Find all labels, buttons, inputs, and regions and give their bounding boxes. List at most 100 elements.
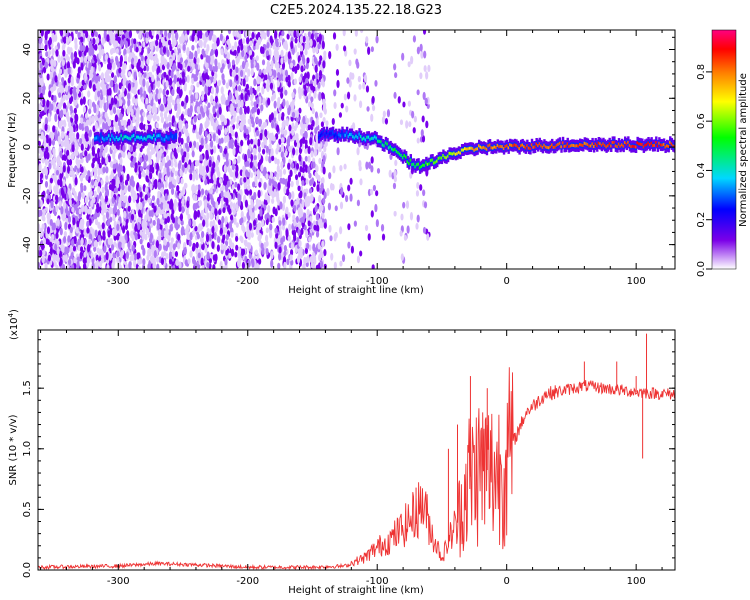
noise-cell	[233, 217, 237, 225]
noise-cell	[64, 221, 68, 231]
noise-cell	[53, 95, 57, 103]
noise-cell	[211, 55, 215, 64]
noise-cell	[166, 215, 171, 224]
noise-cell	[174, 215, 179, 224]
noise-cell	[86, 220, 90, 228]
noise-cell	[100, 93, 104, 101]
noise-cell	[271, 198, 275, 204]
noise-cell	[207, 102, 211, 109]
noise-cell	[125, 251, 130, 259]
noise-cell	[297, 171, 302, 178]
noise-cell	[273, 110, 277, 118]
noise-cell	[200, 251, 204, 260]
noise-cell	[163, 167, 168, 175]
noise-cell	[116, 61, 121, 68]
noise-cell	[193, 169, 197, 178]
noise-cell	[173, 74, 177, 82]
noise-cell	[96, 175, 101, 182]
noise-cell	[47, 254, 52, 262]
noise-cell	[243, 239, 247, 246]
noise-cell	[181, 226, 185, 234]
noise-cell	[171, 167, 176, 173]
noise-cell	[96, 37, 100, 44]
noise-cell	[235, 203, 239, 212]
noise-cell	[228, 194, 232, 203]
noise-cell	[133, 151, 137, 158]
noise-cell	[151, 147, 156, 154]
noise-cell	[260, 164, 264, 172]
noise-cell	[89, 226, 93, 233]
noise-cell	[97, 221, 101, 229]
noise-cell	[126, 92, 131, 101]
noise-cell	[205, 61, 209, 70]
noise-cell	[93, 190, 97, 198]
noise-cell	[191, 33, 195, 42]
noise-cell	[106, 219, 111, 227]
noise-cell	[118, 82, 122, 90]
noise-cell	[38, 163, 42, 172]
noise-cell	[96, 81, 100, 90]
noise-cell	[69, 88, 73, 95]
noise-cell	[186, 231, 190, 241]
noise-cell	[214, 253, 218, 262]
noise-cell	[280, 253, 284, 261]
noise-cell	[266, 30, 270, 38]
noise-cell	[422, 30, 427, 35]
noise-cell	[99, 99, 103, 109]
noise-cell	[145, 31, 149, 39]
noise-cell	[229, 79, 233, 88]
noise-cell	[214, 208, 218, 217]
noise-cell	[205, 116, 209, 125]
noise-cell	[130, 38, 135, 45]
noise-cell	[188, 89, 193, 96]
noise-cell	[158, 172, 162, 180]
noise-cell	[311, 119, 315, 127]
noise-cell	[320, 182, 324, 191]
noise-cell	[286, 33, 290, 40]
noise-cell	[312, 161, 316, 169]
noise-cell	[274, 60, 278, 69]
noise-cell	[171, 249, 175, 258]
noise-cell	[282, 217, 286, 226]
noise-cell	[313, 148, 317, 157]
noise-cell	[252, 166, 256, 173]
noise-cell	[216, 168, 220, 176]
noise-cell	[237, 259, 241, 268]
noise-cell	[240, 139, 244, 147]
noise-cell	[192, 220, 196, 228]
noise-cell	[278, 138, 282, 146]
noise-cell	[186, 135, 190, 144]
noise-cell	[52, 83, 57, 92]
noise-cell	[221, 215, 225, 224]
noise-cell	[172, 52, 176, 61]
noise-cell	[171, 88, 175, 97]
noise-cell	[320, 78, 324, 86]
noise-cell	[243, 177, 247, 183]
noise-cell	[247, 233, 251, 241]
noise-cell	[38, 154, 42, 162]
noise-cell	[156, 217, 161, 226]
noise-cell	[277, 112, 282, 122]
noise-cell	[313, 224, 317, 231]
noise-cell	[236, 145, 240, 154]
noise-cell	[97, 234, 101, 242]
noise-cell	[120, 188, 124, 198]
noise-cell	[169, 77, 173, 86]
noise-cell	[308, 172, 312, 179]
noise-cell	[58, 250, 63, 259]
noise-cell	[287, 30, 292, 36]
noise-cell	[58, 68, 63, 75]
noise-cell	[137, 209, 142, 218]
noise-cell	[178, 77, 182, 85]
noise-cell	[96, 247, 100, 254]
noise-cell	[196, 209, 201, 218]
noise-cell	[170, 237, 174, 243]
noise-cell	[105, 211, 110, 219]
noise-cell	[302, 161, 306, 169]
noise-cell	[158, 243, 162, 251]
noise-cell	[62, 165, 66, 173]
noise-cell	[258, 233, 262, 240]
noise-cell	[123, 62, 127, 70]
noise-cell	[176, 146, 180, 154]
